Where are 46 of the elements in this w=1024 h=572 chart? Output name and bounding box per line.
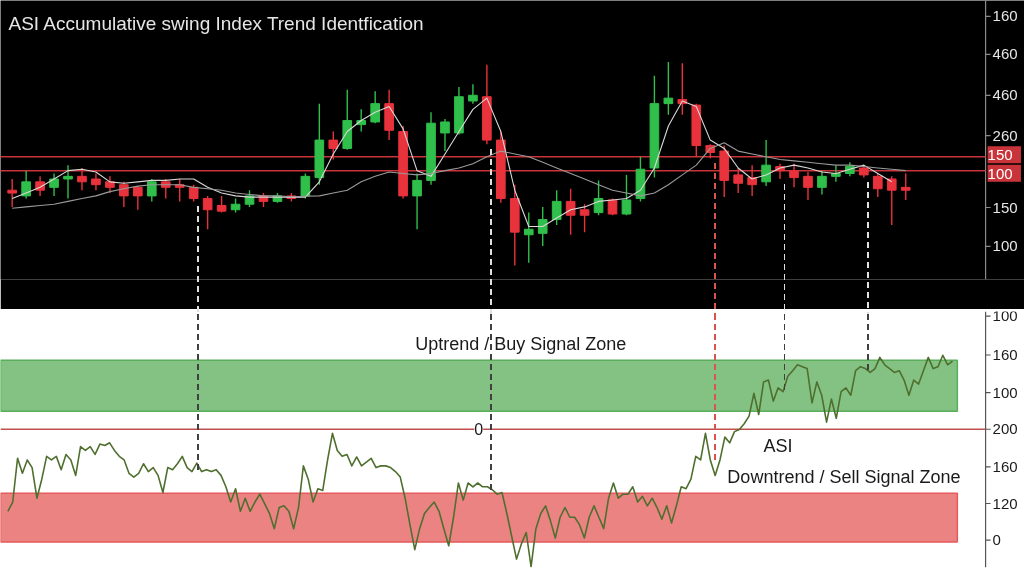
candlestick: [77, 167, 87, 191]
chart-title: ASI Accumulative swing Index Trend Identfication: [8, 12, 424, 34]
text: 160: [992, 457, 1018, 475]
candlestick: [789, 163, 799, 189]
text: 100: [992, 383, 1018, 401]
text: 0: [992, 531, 1001, 549]
band-label: Downtrend / Sell Signal Zone: [727, 467, 961, 488]
candlestick: [412, 172, 422, 230]
text: 120: [992, 494, 1018, 512]
text: 150: [992, 198, 1018, 216]
candlestick: [49, 172, 59, 197]
candlestick: [593, 179, 604, 216]
candlestick: [663, 61, 674, 116]
annotation: 0: [474, 421, 484, 439]
candlestick: [7, 178, 17, 208]
candlestick: [328, 130, 339, 161]
candlestick: [300, 172, 311, 200]
candlestick: [523, 211, 534, 264]
candlestick: [886, 175, 897, 226]
candlestick: [440, 118, 450, 152]
candlestick: [900, 172, 911, 201]
series-label: ASI: [763, 436, 793, 457]
text: 100: [987, 164, 1013, 182]
band-label: Uptrend / Buy Signal Zone: [415, 334, 627, 355]
candlestick: [468, 83, 478, 105]
candlestick: [565, 188, 576, 236]
candlestick: [119, 181, 129, 208]
candlestick: [579, 203, 590, 233]
text: 460: [992, 86, 1018, 104]
candlestick: [803, 171, 813, 201]
candlestick: [202, 195, 213, 230]
candlestick: [537, 206, 548, 247]
text: 100: [992, 237, 1018, 255]
candlestick: [733, 167, 743, 194]
text: 160: [992, 346, 1018, 364]
candlestick: [21, 169, 31, 200]
text: 460: [992, 45, 1018, 63]
text: 260: [992, 126, 1018, 144]
text: 160: [992, 7, 1018, 25]
text: 150: [987, 146, 1013, 164]
candlestick: [872, 172, 883, 198]
candlestick: [63, 164, 73, 200]
candlestick: [621, 174, 632, 216]
text: 200: [992, 420, 1018, 438]
candlestick: [551, 189, 562, 226]
candlestick: [761, 139, 771, 187]
